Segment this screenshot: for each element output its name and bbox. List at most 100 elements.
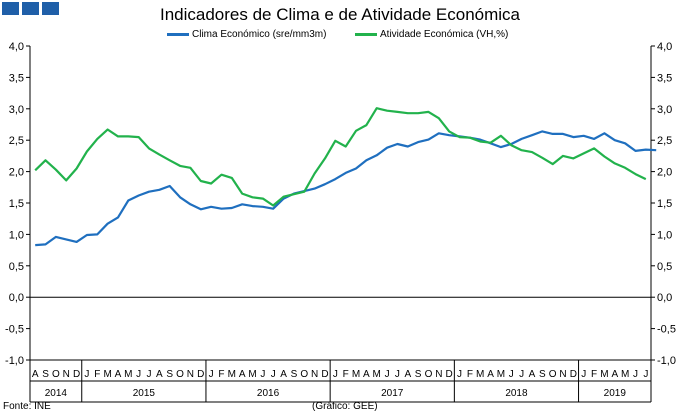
x-month-label: S — [42, 369, 49, 380]
y-tick-label-left: 0,0 — [9, 292, 24, 304]
y-tick-label-right: 1,0 — [657, 229, 672, 241]
x-month-label: J — [385, 369, 390, 380]
x-month-label: N — [311, 369, 318, 380]
legend-swatch-clima — [167, 32, 189, 36]
y-tick-label-right: 1,5 — [657, 198, 672, 210]
x-month-label: J — [395, 369, 400, 380]
y-tick-label-right: 0,5 — [657, 261, 672, 273]
x-month-label: A — [32, 369, 39, 380]
x-month-label: O — [52, 369, 60, 380]
x-month-label: M — [103, 369, 111, 380]
y-tick-label-right: 3,0 — [657, 104, 672, 116]
x-month-label: J — [643, 369, 648, 380]
x-month-label: O — [300, 369, 308, 380]
x-month-label: S — [166, 369, 173, 380]
legend-label-clima: Clima Económico (sre/mm3m) — [192, 29, 327, 40]
y-tick-label-right: 3,5 — [657, 72, 672, 84]
x-month-label: J — [633, 369, 638, 380]
x-month-label: O — [176, 369, 184, 380]
x-month-label: M — [228, 369, 236, 380]
x-month-label: J — [581, 369, 586, 380]
x-month-label: F — [343, 369, 349, 380]
x-month-label: A — [280, 369, 287, 380]
y-tick-label-left: 1,5 — [9, 198, 24, 210]
legend-label-atividade: Atividade Económica (VH,%) — [380, 29, 509, 40]
x-month-label: D — [321, 369, 328, 380]
y-tick-label-left: 3,0 — [9, 104, 24, 116]
x-month-label: J — [147, 369, 152, 380]
legend-item-clima: Clima Económico (sre/mm3m) — [167, 29, 326, 40]
y-tick-label-right: 2,0 — [657, 167, 672, 179]
x-month-label: M — [497, 369, 505, 380]
x-month-label: A — [363, 369, 370, 380]
x-month-label: S — [291, 369, 298, 380]
y-tick-label-left: 3,5 — [9, 72, 24, 84]
x-year-label: 2019 — [604, 388, 627, 399]
x-month-label: A — [239, 369, 246, 380]
x-year-label: 2018 — [505, 388, 528, 399]
x-month-label: N — [435, 369, 442, 380]
y-tick-label-left: 2,5 — [9, 135, 24, 147]
x-month-label: N — [559, 369, 566, 380]
x-month-label: M — [124, 369, 132, 380]
x-year-label: 2014 — [45, 388, 68, 399]
legend-item-atividade: Atividade Económica (VH,%) — [355, 29, 508, 40]
x-month-label: J — [271, 369, 276, 380]
chart-credit: (Gráfico: GEE) — [312, 401, 378, 412]
x-month-label: J — [457, 369, 462, 380]
x-month-label: O — [425, 369, 433, 380]
y-tick-label-left: 4,0 — [9, 41, 24, 53]
x-year-label: 2016 — [257, 388, 280, 399]
x-month-label: J — [519, 369, 524, 380]
x-month-label: N — [63, 369, 70, 380]
x-month-label: J — [260, 369, 265, 380]
y-tick-label-left: -1,0 — [5, 355, 24, 367]
x-month-label: A — [115, 369, 122, 380]
x-month-label: A — [611, 369, 618, 380]
x-month-label: M — [352, 369, 360, 380]
x-year-label: 2015 — [133, 388, 156, 399]
x-month-label: F — [218, 369, 224, 380]
y-tick-label-right: 0,0 — [657, 292, 672, 304]
x-month-label: D — [73, 369, 80, 380]
x-month-label: F — [94, 369, 100, 380]
y-tick-label-right: -1,0 — [657, 355, 676, 367]
y-tick-label-right: 4,0 — [657, 41, 672, 53]
x-month-label: J — [509, 369, 514, 380]
y-tick-label-left: 0,5 — [9, 261, 24, 273]
y-tick-label-right: -0,5 — [657, 324, 676, 336]
x-month-label: M — [476, 369, 484, 380]
y-tick-label-left: -0,5 — [5, 324, 24, 336]
x-month-label: A — [404, 369, 411, 380]
x-month-label: M — [600, 369, 608, 380]
x-month-label: M — [248, 369, 256, 380]
x-month-label: N — [187, 369, 194, 380]
x-month-label: A — [529, 369, 536, 380]
x-month-label: M — [373, 369, 381, 380]
x-month-label: J — [136, 369, 141, 380]
x-month-label: O — [549, 369, 557, 380]
y-tick-label-right: 2,5 — [657, 135, 672, 147]
logo-square-1 — [2, 2, 19, 15]
x-year-label: 2017 — [381, 388, 404, 399]
x-month-label: A — [156, 369, 163, 380]
x-month-label: M — [621, 369, 629, 380]
source-note: Fonte: INE — [3, 401, 51, 412]
x-month-label: J — [209, 369, 214, 380]
x-month-label: F — [467, 369, 473, 380]
x-month-label: S — [539, 369, 546, 380]
x-month-label: J — [84, 369, 89, 380]
y-tick-label-left: 1,0 — [9, 229, 24, 241]
logo-square-3 — [42, 2, 59, 15]
x-month-label: A — [487, 369, 494, 380]
x-month-label: J — [333, 369, 338, 380]
x-month-label: F — [591, 369, 597, 380]
y-tick-label-left: 2,0 — [9, 167, 24, 179]
series-line-atividade — [34, 107, 647, 207]
x-month-label: D — [570, 369, 577, 380]
chart-title: Indicadores de Clima e de Atividade Econ… — [159, 5, 521, 24]
legend-swatch-atividade — [355, 32, 377, 36]
chart-legend: Clima Económico (sre/mm3m) Atividade Eco… — [0, 29, 680, 45]
x-month-label: D — [446, 369, 453, 380]
